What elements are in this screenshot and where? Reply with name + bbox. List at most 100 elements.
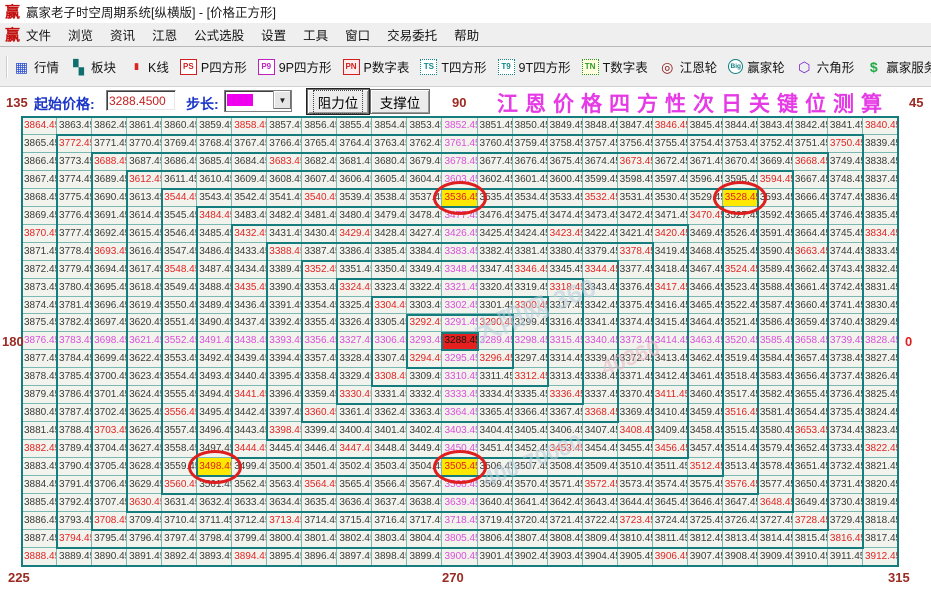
- toolbar-button-K线[interactable]: 𝅛𝅛 K线: [127, 57, 169, 76]
- grid-cell: 3399.45: [302, 422, 338, 441]
- toolbar-label: 赢家服务: [886, 61, 931, 75]
- grid-cell: 3602.45: [477, 170, 513, 189]
- grid-cell: 3722.45: [582, 511, 618, 530]
- toolbar-button-9P四方形[interactable]: P9 9P四方形: [257, 57, 332, 76]
- grid-cell: 3520.45: [722, 332, 758, 351]
- grid-cell: 3393.45: [267, 332, 303, 351]
- grid-cell: 3329.45: [337, 368, 373, 387]
- menu-item-帮助[interactable]: 帮助: [454, 29, 480, 43]
- grid-cell: 3390.45: [267, 278, 303, 297]
- grid-cell: 3649.45: [792, 494, 828, 512]
- grid-cell: 3665.45: [792, 206, 828, 225]
- grid-cell: 3737.45: [827, 368, 863, 387]
- grid-cell: 3902.45: [512, 547, 548, 566]
- grid-cell: 3863.45: [57, 117, 93, 135]
- grid-cell: 3765.45: [302, 134, 338, 153]
- menu-item-窗口[interactable]: 窗口: [345, 29, 371, 43]
- toolbar-button-P四方形[interactable]: PS P四方形: [179, 57, 247, 76]
- grid-cell: 3499.45: [232, 458, 268, 477]
- step-combobox[interactable]: ▼: [224, 90, 292, 112]
- grid-cell: 3734.45: [827, 422, 863, 441]
- grid-cell: 3306.45: [372, 332, 408, 351]
- grid-cell: 3313.45: [547, 368, 583, 387]
- grid-cell: 3761.45: [442, 134, 478, 153]
- grid-cell: 3777.45: [57, 224, 93, 243]
- grid-cell: 3556.45: [162, 404, 198, 423]
- grid-cell-center: 3288.45: [442, 332, 478, 351]
- grid-cell: 3668.45: [792, 152, 828, 171]
- menu-item-设置[interactable]: 设置: [261, 29, 287, 43]
- grid-cell: 3438.45: [232, 332, 268, 351]
- grid-cell: 3383.45: [442, 242, 478, 261]
- grid-cell: 3724.45: [652, 511, 688, 530]
- grid-cell: 3731.45: [827, 476, 863, 495]
- grid-cell: 3868.45: [22, 188, 58, 207]
- grid-cell: 3812.45: [687, 529, 723, 548]
- menu-item-浏览[interactable]: 浏览: [68, 29, 94, 43]
- grid-cell: 3353.45: [302, 278, 338, 297]
- combo-dropdown-arrow-icon[interactable]: ▼: [273, 91, 291, 109]
- grid-cell: 3743.45: [827, 260, 863, 279]
- grid-cell: 3772.45: [57, 134, 93, 153]
- grid-cell: 3754.45: [687, 134, 723, 153]
- toolbar-button-赢家轮[interactable]: Big 赢家轮: [728, 57, 785, 76]
- grid-cell: 3405.45: [512, 422, 548, 441]
- grid-cell: 3446.45: [302, 440, 338, 459]
- grid-cell: 3820.45: [862, 476, 898, 495]
- grid-cell: 3321.45: [442, 278, 478, 297]
- toolbar-button-T数字表[interactable]: TN T数字表: [581, 57, 648, 76]
- menu-item-资讯[interactable]: 资讯: [110, 29, 136, 43]
- toolbar-button-板块[interactable]: ▚ 板块: [70, 57, 116, 76]
- menu-item-江恩[interactable]: 江恩: [152, 29, 178, 43]
- grid-cell: 3757.45: [582, 134, 618, 153]
- grid-cell: 3369.45: [617, 404, 653, 423]
- toolbar-button-赢家服务[interactable]: $ 赢家服务: [865, 57, 931, 76]
- grid-cell: 3465.45: [687, 296, 723, 315]
- grid-cell: 3788.45: [57, 422, 93, 441]
- grid-cell: 3795.45: [92, 529, 128, 548]
- grid-cell: 3895.45: [267, 547, 303, 566]
- grid-cell: 3323.45: [372, 278, 408, 297]
- grid-cell: 3633.45: [232, 494, 268, 512]
- grid-cell: 3787.45: [57, 404, 93, 423]
- grid-cell: 3823.45: [862, 422, 898, 441]
- kline-candles-icon: 𝅛𝅛: [134, 60, 138, 73]
- grid-cell: 3865.45: [22, 134, 58, 153]
- grid-cell: 3612.45: [127, 170, 163, 189]
- grid-cell: 3740.45: [827, 314, 863, 333]
- angle-label-135: 135: [6, 95, 28, 110]
- grid-cell: 3728.45: [792, 511, 828, 530]
- resistance-button[interactable]: 阻力位: [306, 88, 370, 115]
- grid-cell: 3419.45: [652, 242, 688, 261]
- grid-cell: 3618.45: [127, 278, 163, 297]
- menu-item-公式选股[interactable]: 公式选股: [194, 29, 245, 43]
- support-button[interactable]: 支撑位: [370, 89, 430, 114]
- toolbar-button-T四方形[interactable]: TS T四方形: [420, 57, 487, 76]
- grid-cell: 3661.45: [792, 278, 828, 297]
- toolbar-button-9T四方形[interactable]: T9 9T四方形: [497, 57, 571, 76]
- grid-cell: 3655.45: [792, 386, 828, 405]
- grid-cell: 3583.45: [757, 368, 793, 387]
- toolbar-button-P数字表[interactable]: PN P数字表: [342, 57, 409, 76]
- grid-cell: 3789.45: [57, 440, 93, 459]
- grid-cell: 3604.45: [407, 170, 443, 189]
- grid-cell: 3766.45: [267, 134, 303, 153]
- grid-cell: 3371.45: [617, 368, 653, 387]
- menu-item-交易委托[interactable]: 交易委托: [387, 29, 438, 43]
- toolbar-button-江恩轮[interactable]: ◎ 江恩轮: [659, 57, 717, 76]
- grid-cell: 3451.45: [477, 440, 513, 459]
- start-price-input[interactable]: [106, 90, 176, 111]
- grid-cell: 3414.45: [652, 332, 688, 351]
- grid-cell: 3836.45: [862, 188, 898, 207]
- toolbar-button-行情[interactable]: ▦ 行情: [13, 57, 59, 76]
- grid-cell: 3506.45: [477, 458, 513, 477]
- menu-item-文件[interactable]: 文件: [26, 29, 52, 43]
- grid-cell: 3775.45: [57, 188, 93, 207]
- menu-item-工具[interactable]: 工具: [303, 29, 329, 43]
- grid-cell: 3454.45: [582, 440, 618, 459]
- grid-cell-key-level: 3536.45: [442, 188, 478, 207]
- grid-cell: 3315.45: [547, 332, 583, 351]
- grid-cell: 3455.45: [617, 440, 653, 459]
- toolbar-button-六角形[interactable]: ⬡ 六角形: [796, 57, 854, 76]
- grid-cell: 3799.45: [232, 529, 268, 548]
